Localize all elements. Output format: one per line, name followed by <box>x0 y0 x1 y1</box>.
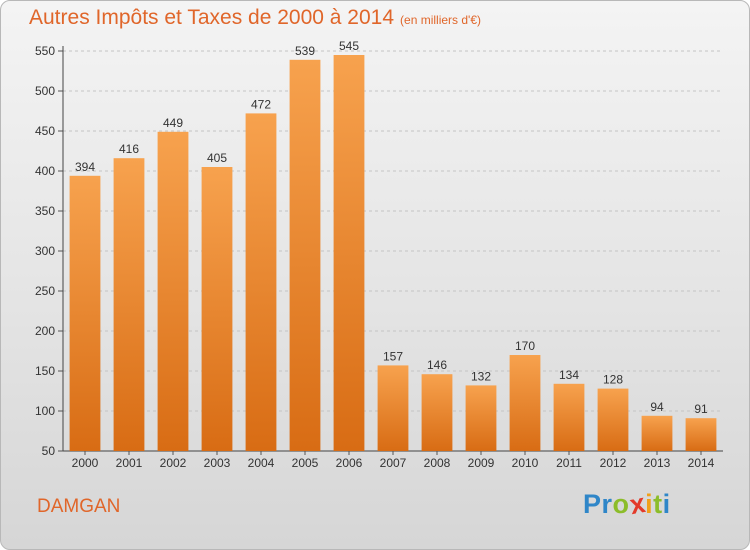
bar-2006 <box>333 55 365 451</box>
x-tick-label-2009: 2009 <box>468 456 495 470</box>
x-tick-label-2000: 2000 <box>72 456 99 470</box>
bar-2008 <box>421 374 453 451</box>
data-labels: 394 416 449 405 472 539 545 157 146 132 170 134 128 9… <box>75 39 708 416</box>
bar-2003 <box>201 167 233 451</box>
x-tick-label-2008: 2008 <box>424 456 451 470</box>
x-tick-labels: 2000 2001 2002 2003 2004 2005 2006 2007 2008 2009… <box>72 451 715 470</box>
data-label-2008: 146 <box>427 358 447 372</box>
y-tick-label: 450 <box>35 124 55 138</box>
y-tick-label: 200 <box>35 324 55 338</box>
data-label-2007: 157 <box>383 349 403 363</box>
bar-2002 <box>157 131 189 452</box>
bar-2007 <box>377 365 409 451</box>
logo-letter: r <box>601 489 613 519</box>
bar-2009 <box>465 385 497 451</box>
logo-letter: i <box>645 489 654 519</box>
data-label-2003: 405 <box>207 151 227 165</box>
bar-2001 <box>113 158 145 451</box>
x-tick-label-2003: 2003 <box>204 456 231 470</box>
y-tick-label: 350 <box>35 204 55 218</box>
y-tick-label: 550 <box>35 44 55 58</box>
data-label-2012: 128 <box>603 373 623 387</box>
logo-letter: i <box>662 489 671 519</box>
y-tick-label: 250 <box>35 284 55 298</box>
data-label-2005: 539 <box>295 44 315 58</box>
y-tick-label: 150 <box>35 364 55 378</box>
bar-2010 <box>509 355 541 451</box>
bar-2005 <box>289 59 321 452</box>
y-tick-label: 500 <box>35 84 55 98</box>
data-label-2011: 134 <box>559 368 579 382</box>
x-tick-label-2007: 2007 <box>380 456 407 470</box>
x-tick-label-2014: 2014 <box>688 456 715 470</box>
y-tick-labels: 50 100 150 200 250 300 350 400 450 500 550 <box>35 44 55 458</box>
y-tick-label: 100 <box>35 404 55 418</box>
y-tick-label: 400 <box>35 164 55 178</box>
bar-2012 <box>597 388 629 451</box>
bar-2000 <box>69 175 101 452</box>
data-label-2001: 416 <box>119 142 139 156</box>
x-tick-label-2001: 2001 <box>116 456 143 470</box>
chart-title-block: Autres Impôts et Taxes de 2000 à 2014 (en… <box>29 6 481 30</box>
chart-subtitle: (en milliers d'€) <box>400 13 482 27</box>
commune-name: DAMGAN <box>37 496 121 517</box>
x-tick-label-2006: 2006 <box>336 456 363 470</box>
x-tick-label-2012: 2012 <box>600 456 627 470</box>
y-tick-label: 300 <box>35 244 55 258</box>
x-tick-label-2013: 2013 <box>644 456 671 470</box>
logo-letter: t <box>653 489 663 519</box>
data-label-2014: 91 <box>694 402 708 416</box>
data-label-2009: 132 <box>471 369 491 383</box>
bars <box>69 55 717 452</box>
bar-2014 <box>685 418 717 451</box>
x-tick-label-2004: 2004 <box>248 456 275 470</box>
x-tick-label-2011: 2011 <box>556 456 582 470</box>
logo-letter: o <box>612 489 630 519</box>
proxiti-logo: Proxiti <box>583 488 671 520</box>
data-label-2013: 94 <box>650 400 664 414</box>
x-tick-label-2002: 2002 <box>160 456 187 470</box>
data-label-2010: 170 <box>515 339 535 353</box>
bar-2013 <box>641 415 673 451</box>
y-tick-label: 50 <box>42 444 56 458</box>
data-label-2002: 449 <box>163 116 183 130</box>
bar-2004 <box>245 113 277 452</box>
data-label-2004: 472 <box>251 97 271 111</box>
chart-title: Autres Impôts et Taxes de 2000 à 2014 <box>29 6 395 29</box>
data-label-2000: 394 <box>75 160 95 174</box>
x-tick-label-2010: 2010 <box>512 456 539 470</box>
x-tick-label-2005: 2005 <box>292 456 319 470</box>
bar-2011 <box>553 383 585 451</box>
logo-letter: P <box>583 489 602 519</box>
data-label-2006: 545 <box>339 39 359 53</box>
